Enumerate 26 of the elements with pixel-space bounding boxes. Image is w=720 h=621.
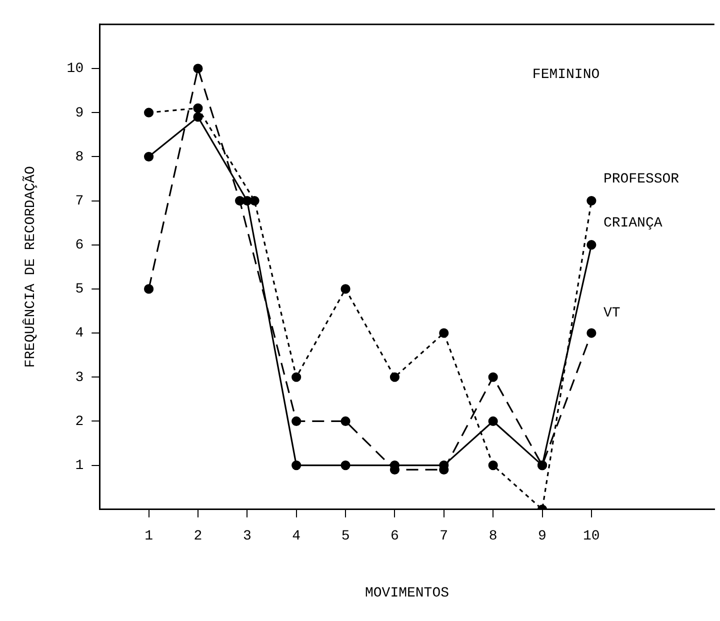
y-tick-label: 8 — [75, 149, 84, 166]
y-tick-label: 5 — [75, 282, 84, 298]
x-tick-label: 5 — [341, 528, 350, 545]
y-tick-label: 2 — [75, 414, 84, 430]
y-tick-label: 9 — [75, 105, 84, 122]
annotation: FEMININO — [532, 67, 600, 84]
x-tick-label: 1 — [144, 528, 153, 545]
series-label: CRIANÇA — [603, 216, 663, 232]
y-tick-label: 7 — [75, 193, 84, 210]
y-axis-title: FREQUÊNCIA DE RECORDAÇÃO — [22, 166, 40, 368]
x-tick-label: 7 — [440, 528, 448, 545]
series-label: PROFESSOR — [603, 171, 680, 188]
x-axis-title: MOVIMENTOS — [364, 585, 450, 602]
y-tick-label: 4 — [75, 326, 84, 342]
y-tick-label: 1 — [75, 458, 84, 474]
y-tick-label: 6 — [75, 238, 84, 254]
y-tick-label: 10 — [66, 61, 84, 78]
x-tick-label: 4 — [292, 528, 301, 545]
x-tick-label: 9 — [538, 528, 546, 545]
x-tick-label: 2 — [194, 528, 202, 545]
x-tick-label: 10 — [583, 528, 600, 545]
series-label: VT — [603, 306, 620, 322]
x-tick-label: 6 — [390, 528, 399, 545]
x-tick-label: 8 — [488, 528, 498, 545]
x-tick-label: 3 — [242, 528, 252, 545]
y-tick-label: 3 — [75, 370, 84, 386]
